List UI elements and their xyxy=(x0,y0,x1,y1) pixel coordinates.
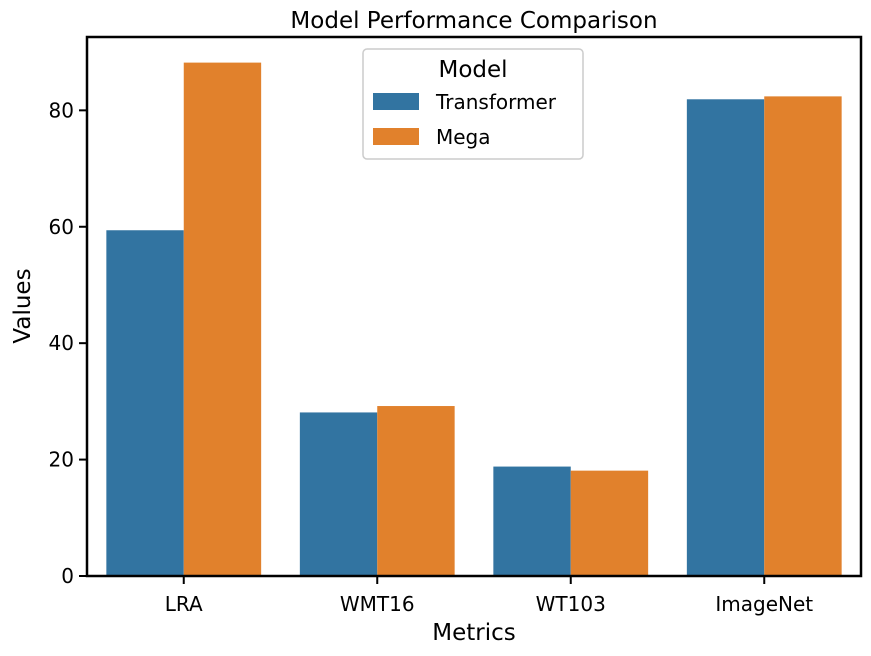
y-tick-label: 60 xyxy=(49,215,74,239)
x-tick-label: LRA xyxy=(165,592,203,616)
bar-mega-imagenet xyxy=(764,96,842,576)
x-axis-label: Metrics xyxy=(432,620,516,646)
legend-swatch-mega xyxy=(373,128,419,145)
bar-transformer-lra xyxy=(106,230,184,576)
legend-label-transformer: Transformer xyxy=(435,90,557,114)
y-tick-label: 20 xyxy=(49,448,74,472)
x-tick-label: WT103 xyxy=(536,592,606,616)
chart-title: Model Performance Comparison xyxy=(290,8,657,34)
y-tick-label: 80 xyxy=(49,98,74,122)
bar-transformer-imagenet xyxy=(686,99,765,576)
ticks-group: LRA WMT16 WT103 ImageNet 0 20 40 60 80 xyxy=(49,98,814,616)
bar-mega-lra xyxy=(183,62,262,577)
x-tick-label: WMT16 xyxy=(340,592,415,616)
y-tick-label: 0 xyxy=(61,564,74,588)
y-tick-label: 40 xyxy=(49,331,74,355)
bar-mega-wt103 xyxy=(570,470,649,576)
x-tick-label: ImageNet xyxy=(715,592,813,616)
plot-frame xyxy=(85,35,863,578)
bar-transformer-wmt16 xyxy=(299,412,378,576)
legend-swatch-transformer xyxy=(373,93,419,110)
bar-mega-wmt16 xyxy=(377,406,455,576)
legend-label-mega: Mega xyxy=(436,125,491,149)
bar-transformer-wt103 xyxy=(493,466,571,576)
bars-group xyxy=(106,62,842,577)
legend: Model Transformer Mega xyxy=(362,48,584,160)
y-axis-label: Values xyxy=(10,268,36,343)
legend-title: Model xyxy=(438,57,507,83)
